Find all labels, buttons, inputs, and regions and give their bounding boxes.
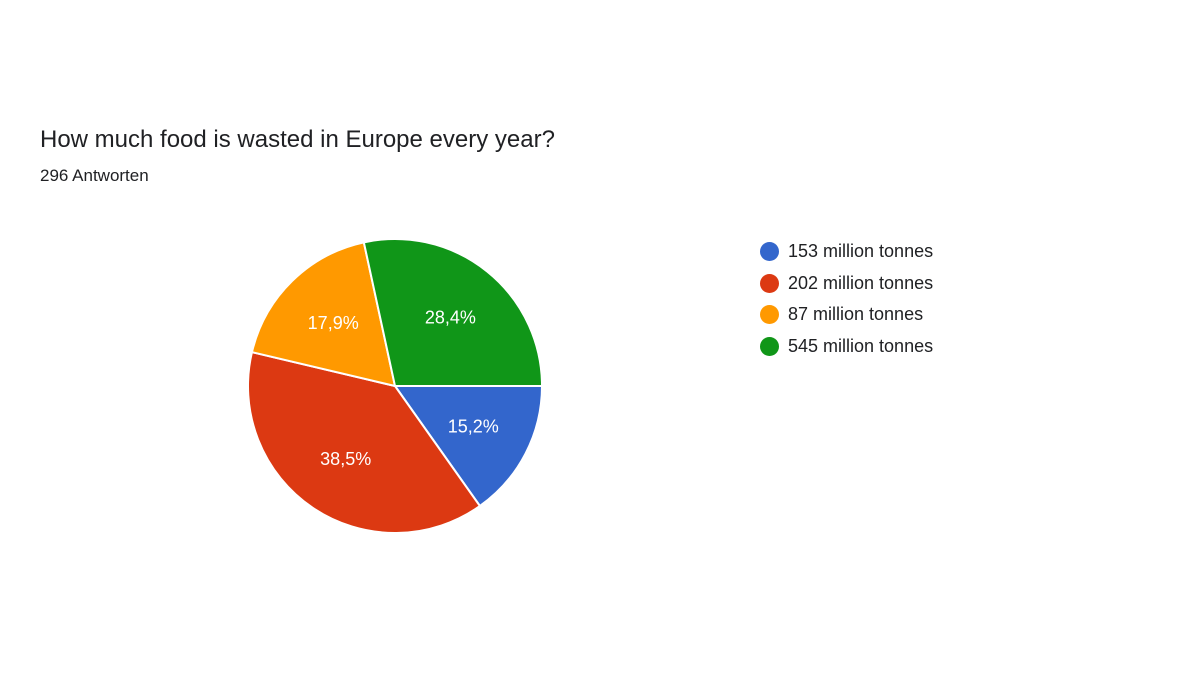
legend-label: 202 million tonnes (788, 272, 934, 293)
response-count: 296 Antworten (40, 166, 149, 185)
legend-item[interactable]: 202 million tonnes (760, 268, 933, 300)
pie-slice-2[interactable] (247, 351, 481, 534)
slice-percent-label: 15,2% (448, 417, 499, 437)
legend-label: 545 million tonnes (788, 335, 934, 356)
question-title: How much food is wasted in Europe every … (40, 126, 555, 153)
pie-slices (247, 238, 543, 534)
pie-slice-labels: 15,2% 38,5% 17,9% 28,4% (308, 307, 499, 469)
legend-swatch-icon (760, 305, 779, 325)
legend-swatch-icon (760, 242, 779, 262)
pie-slice-1[interactable] (394, 385, 543, 507)
pie-slice-4[interactable] (362, 238, 543, 387)
legend-item[interactable]: 87 million tonnes (760, 299, 933, 331)
slice-percent-label: 38,5% (320, 449, 371, 469)
pie-slice-3[interactable] (250, 241, 396, 387)
legend-item[interactable]: 545 million tonnes (760, 331, 933, 363)
legend-swatch-icon (760, 336, 779, 356)
slice-percent-label: 17,9% (308, 313, 359, 333)
legend-label: 87 million tonnes (788, 304, 924, 325)
legend-swatch-icon (760, 273, 779, 293)
legend-item[interactable]: 153 million tonnes (760, 236, 933, 268)
slice-percent-label: 28,4% (425, 307, 476, 327)
chart-legend: 153 million tonnes 202 million tonnes 87 m… (760, 236, 933, 362)
legend-label: 153 million tonnes (788, 241, 934, 262)
